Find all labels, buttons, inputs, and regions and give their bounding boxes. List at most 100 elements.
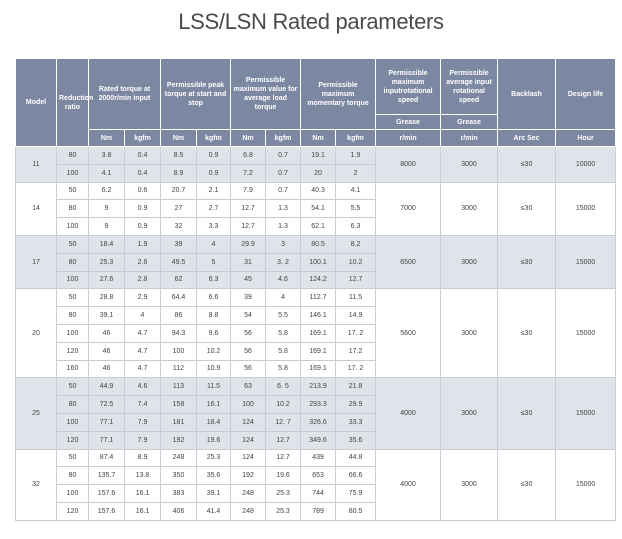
unit-cell: Nm: [300, 129, 337, 147]
value-cell: 41.4: [195, 501, 232, 521]
life-cell: 15000: [555, 448, 617, 521]
value-cell: 20: [300, 163, 337, 183]
value-cell: 789: [300, 501, 337, 521]
value-cell: 33.3: [335, 412, 377, 432]
ratio-cell: 80: [56, 395, 89, 414]
ratio-cell: 120: [56, 501, 89, 521]
data-row: 120 46 4.7 100 10.2 56 5.8 169.1 17.2: [16, 341, 616, 361]
value-cell: 66.6: [335, 466, 377, 486]
speed-max-cell: 8000: [375, 146, 442, 183]
speed-max-cell: 4000: [375, 448, 442, 521]
page-title: LSS/LSN Rated parameters: [178, 9, 444, 34]
value-cell: 169.1: [300, 359, 337, 379]
value-cell: 5.5: [335, 199, 377, 219]
backlash-cell: ≤30: [497, 448, 557, 521]
value-cell: 94.3: [160, 323, 197, 343]
speed-max-cell: 7000: [375, 181, 442, 236]
value-cell: 124.2: [300, 270, 337, 290]
speed-avg-cell: 3000: [440, 234, 499, 290]
header-cell: Model: [15, 58, 57, 147]
data-row: 32 50 87.4 8.9 248 25.3 124 12.7 439 44.8 4000 3000…: [15, 448, 617, 521]
value-cell: 77.1: [88, 412, 125, 432]
value-cell: 10.2: [195, 341, 232, 361]
value-cell: 10.9: [195, 359, 232, 379]
value-cell: 383: [160, 484, 197, 503]
value-cell: 12.7: [265, 448, 302, 468]
ratio-cell: 50: [56, 234, 89, 254]
data-row: 120 77.1 7.9 192 19.6 124 12.7 349.6 35.6: [16, 430, 616, 450]
header-row: Grease Grease: [16, 114, 616, 130]
value-cell: 0.9: [195, 163, 232, 183]
value-cell: 248: [230, 501, 267, 521]
ratio-cell: 50: [56, 288, 89, 308]
value-cell: 31: [230, 252, 267, 272]
ratio-cell: 100: [56, 163, 89, 183]
value-cell: 46: [88, 323, 125, 343]
header-cell: Permissible maximum value for average lo…: [230, 58, 302, 130]
ratio-cell: 100: [56, 484, 89, 503]
value-cell: 0.7: [265, 163, 302, 183]
value-cell: 21.8: [335, 377, 377, 397]
value-cell: 350: [160, 466, 197, 486]
data-row: 80 39.1 4 86 8.8 54 5.5 146.1 14.9: [16, 306, 616, 325]
value-cell: 5.5: [265, 306, 302, 325]
value-cell: 80.5: [300, 234, 337, 254]
value-cell: 349.6: [300, 430, 337, 450]
value-cell: 12.7: [230, 217, 267, 236]
data-row: 14 50 6.2 0.6 20.7 2.1 7.9 0.7 40.3 4.1 7000 3000 ≤3…: [15, 181, 617, 236]
speed-avg-cell: 3000: [440, 448, 499, 521]
header-cell: Permissible maximum momentary torque: [300, 58, 377, 130]
ratio-cell: 50: [56, 181, 89, 201]
value-cell: 2.6: [124, 252, 161, 272]
value-cell: 0.7: [265, 146, 302, 165]
unit-cell: r/min: [440, 129, 499, 147]
value-cell: 18.4: [88, 234, 125, 254]
value-cell: 213.9: [300, 377, 337, 397]
value-cell: 4: [195, 234, 232, 254]
unit-cell: kgfm: [265, 129, 302, 147]
backlash-cell: ≤30: [497, 146, 557, 183]
value-cell: 10.2: [265, 395, 302, 414]
value-cell: 12. 7: [265, 412, 302, 432]
value-cell: 39.1: [195, 484, 232, 503]
unit-cell: kgfm: [335, 129, 377, 147]
value-cell: 0.9: [124, 199, 161, 219]
value-cell: 25.3: [265, 484, 302, 503]
value-cell: 40.3: [300, 181, 337, 201]
backlash-cell: ≤30: [497, 181, 557, 236]
value-cell: 46: [88, 341, 125, 361]
value-cell: 35.6: [335, 430, 377, 450]
value-cell: 4.6: [265, 270, 302, 290]
speed-max-cell: 5600: [375, 288, 442, 379]
value-cell: 17. 2: [335, 323, 377, 343]
model-cell: 20: [15, 288, 57, 379]
value-cell: 1.9: [335, 146, 377, 165]
unit-cell: Nm: [230, 129, 267, 147]
value-cell: 0.7: [265, 181, 302, 201]
value-cell: 169.1: [300, 341, 337, 361]
life-cell: 10000: [555, 146, 617, 183]
value-cell: 27.6: [88, 270, 125, 290]
value-cell: 11.5: [335, 288, 377, 308]
value-cell: 439: [300, 448, 337, 468]
model-cell: 14: [15, 181, 57, 236]
value-cell: 653: [300, 466, 337, 486]
ratio-cell: 100: [56, 270, 89, 290]
data-row: 17 50 18.4 1.9 39 4 29.9 3 80.5 8.2 6500 3000 ≤30 150…: [15, 234, 617, 290]
value-cell: 14.9: [335, 306, 377, 325]
value-cell: 1.3: [265, 217, 302, 236]
value-cell: 16.1: [195, 395, 232, 414]
value-cell: 27: [160, 199, 197, 219]
value-cell: 4.7: [124, 341, 161, 361]
unit-cell: Nm: [88, 129, 125, 147]
ratio-cell: 120: [56, 430, 89, 450]
value-cell: 1.9: [124, 234, 161, 254]
value-cell: 192: [160, 430, 197, 450]
unit-cell: Hour: [555, 129, 617, 147]
data-row: 100 77.1 7.9 181 18.4 124 12. 7 326.6 33.3: [16, 412, 616, 432]
value-cell: 406: [160, 501, 197, 521]
value-cell: 0.6: [124, 181, 161, 201]
value-cell: 28.8: [88, 288, 125, 308]
value-cell: 19.6: [195, 430, 232, 450]
ratio-cell: 80: [56, 466, 89, 486]
